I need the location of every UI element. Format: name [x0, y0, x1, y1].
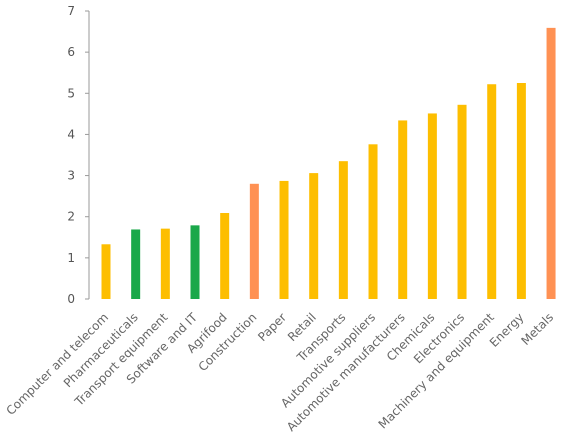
x-tick-label: Metals — [518, 310, 556, 348]
y-tick-label: 3 — [67, 169, 75, 183]
bar — [338, 161, 348, 299]
x-axis-labels: Computer and telecomPharmaceuticalsTrans… — [3, 310, 556, 434]
bar — [220, 213, 230, 299]
bar — [546, 27, 556, 300]
y-tick-label: 1 — [67, 251, 75, 265]
bar — [279, 180, 289, 299]
bars — [101, 27, 556, 300]
bar — [101, 244, 111, 299]
x-tick-label: Paper — [255, 310, 289, 344]
bar — [131, 229, 141, 299]
bar — [368, 144, 378, 299]
y-tick-label: 7 — [67, 4, 75, 18]
y-tick-label: 2 — [67, 210, 75, 224]
bar — [309, 173, 319, 299]
y-axis-ticks: 0 1 2 3 4 5 6 7 — [67, 4, 89, 306]
y-tick-label: 6 — [67, 45, 75, 59]
bar — [249, 183, 259, 299]
bar — [487, 84, 497, 299]
y-tick-label: 5 — [67, 86, 75, 100]
bar — [427, 113, 437, 300]
bar — [457, 104, 467, 299]
y-tick-label: 0 — [67, 292, 75, 306]
bar — [190, 225, 200, 299]
bar — [516, 83, 526, 299]
bar — [398, 120, 408, 299]
y-tick-label: 4 — [67, 127, 75, 141]
bar — [160, 228, 170, 299]
